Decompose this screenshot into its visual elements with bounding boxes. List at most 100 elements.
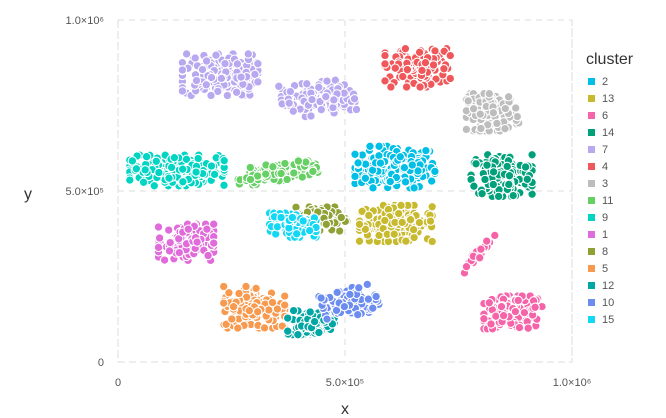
legend-label-10: 10 <box>602 297 614 309</box>
data-point <box>321 91 331 102</box>
data-point <box>426 176 437 186</box>
y-tick-label: 1.0×10⁶ <box>66 15 104 27</box>
cluster-1-points <box>153 219 219 266</box>
data-point <box>314 82 324 93</box>
legend-swatch-10 <box>588 299 595 306</box>
data-point <box>336 212 347 223</box>
data-point <box>206 72 217 83</box>
cluster-3-points <box>461 88 524 136</box>
data-point <box>164 173 174 183</box>
data-point <box>479 314 489 324</box>
data-point <box>169 152 180 163</box>
data-point <box>306 111 316 121</box>
legend-title: cluster <box>586 51 634 68</box>
data-point <box>399 162 410 173</box>
data-point <box>469 181 479 191</box>
data-point <box>409 232 419 243</box>
x-tick-label: 5.0×10⁵ <box>326 377 365 389</box>
legend-label-13: 13 <box>602 93 614 105</box>
data-point <box>252 307 263 317</box>
data-point <box>354 283 364 293</box>
data-point <box>177 65 188 75</box>
data-point <box>304 225 315 236</box>
data-point <box>282 326 293 336</box>
axes-layer: 0 5.0×10⁵ 1.0×10⁶ 0 5.0×10⁵ 1.0×10⁶ <box>65 15 591 389</box>
data-point <box>274 81 284 92</box>
cluster-10-points <box>314 279 384 324</box>
data-point <box>354 219 365 230</box>
data-point <box>276 212 286 223</box>
data-point <box>125 175 135 185</box>
data-point <box>430 46 440 56</box>
data-point <box>368 303 378 313</box>
data-point <box>408 224 419 235</box>
data-point <box>374 141 384 152</box>
data-point <box>474 253 485 263</box>
data-point <box>523 323 533 333</box>
cluster-7-points <box>177 49 263 101</box>
data-point <box>365 141 375 152</box>
data-point <box>228 301 239 312</box>
data-point <box>471 159 481 169</box>
data-point <box>504 179 514 190</box>
data-point <box>272 304 283 314</box>
data-point <box>427 202 437 212</box>
data-point <box>219 155 229 166</box>
legend-swatch-9 <box>588 214 595 221</box>
data-point <box>345 289 355 300</box>
data-point <box>153 222 164 232</box>
cluster-15-points <box>264 208 321 242</box>
data-point <box>297 172 308 182</box>
data-point <box>380 59 390 69</box>
data-point <box>439 64 449 74</box>
x-axis-title: x <box>341 401 349 418</box>
legend-label-8: 8 <box>602 246 608 258</box>
data-point <box>138 177 149 188</box>
data-point <box>488 108 499 118</box>
data-point <box>380 76 390 86</box>
data-point <box>154 233 165 243</box>
data-point <box>400 177 411 187</box>
data-point <box>222 90 233 101</box>
data-point <box>482 160 492 170</box>
data-point <box>140 165 150 175</box>
data-point <box>484 88 495 99</box>
data-point <box>357 206 367 217</box>
cluster-9-points <box>125 150 229 191</box>
data-point <box>321 219 332 230</box>
data-point <box>425 216 436 226</box>
data-point <box>352 309 363 320</box>
data-point <box>221 319 231 330</box>
data-point <box>401 236 411 246</box>
data-point <box>407 160 418 170</box>
data-point <box>504 170 515 181</box>
data-point <box>231 87 242 98</box>
data-point <box>488 179 499 190</box>
y-tick-label: 5.0×10⁵ <box>65 186 104 198</box>
legend-label-15: 15 <box>602 314 614 326</box>
data-point <box>420 57 431 68</box>
legend-swatch-2 <box>588 78 595 85</box>
data-point <box>362 279 373 290</box>
data-point <box>287 212 298 223</box>
data-point <box>510 103 521 113</box>
data-point <box>164 246 175 256</box>
legend-swatch-13 <box>588 95 595 102</box>
data-point <box>522 174 533 185</box>
data-point <box>190 53 200 63</box>
legend-swatch-14 <box>588 129 595 136</box>
data-point <box>490 230 500 241</box>
data-point <box>236 72 246 82</box>
data-point <box>430 166 440 177</box>
data-point <box>508 190 518 201</box>
data-point <box>476 123 486 134</box>
data-point <box>191 75 202 86</box>
data-point <box>354 236 365 246</box>
cluster-14-points <box>466 150 537 202</box>
data-point <box>386 82 396 92</box>
data-point <box>520 162 531 172</box>
legend-swatch-7 <box>588 146 595 153</box>
data-point <box>227 314 237 324</box>
data-point <box>219 180 229 191</box>
data-point <box>530 302 540 313</box>
